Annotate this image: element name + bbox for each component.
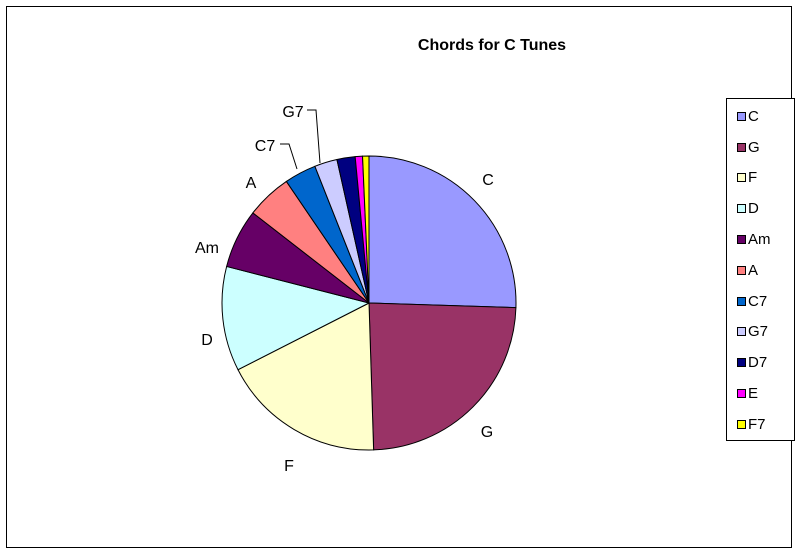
- slice-label-c: C: [482, 172, 494, 189]
- legend-label: D: [748, 200, 759, 218]
- legend-swatch: [737, 142, 746, 152]
- chart-area: Chords for C Tunes C G F D Am A C7 G7 C G F D Am A C7…: [6, 6, 795, 548]
- chart-title: Chords for C Tunes: [417, 37, 567, 54]
- leader-line-c7: [280, 143, 298, 170]
- pie-chart: C G F D Am A C7 G7: [195, 104, 517, 475]
- pie-slice-d: [221, 265, 371, 371]
- legend-item-f: F: [727, 163, 794, 194]
- legend-label: F7: [748, 415, 766, 433]
- leader-line-g7: [307, 109, 321, 164]
- legend-item-a: A: [727, 255, 794, 286]
- legend-swatch: [737, 204, 746, 214]
- legend-label: A: [748, 261, 759, 279]
- legend-label: D7: [748, 354, 768, 372]
- legend-swatch: [737, 173, 746, 183]
- slice-label-c7: C7: [255, 138, 276, 155]
- legend-label: C: [748, 107, 759, 125]
- legend-item-g: G: [727, 132, 794, 163]
- legend-label: G: [748, 138, 760, 156]
- legend-swatch: [737, 358, 746, 368]
- pie-slice-f: [237, 302, 375, 451]
- legend-swatch: [737, 111, 746, 121]
- slice-label-a: A: [246, 175, 257, 192]
- chart-legend: C G F D Am A C7 G7 D7 E F7: [726, 98, 795, 441]
- pie-slice-c: [368, 155, 517, 309]
- legend-label: F: [748, 169, 758, 187]
- slice-label-g: G: [481, 424, 493, 441]
- legend-label: G7: [748, 323, 769, 341]
- legend-item-d7: D7: [727, 347, 794, 378]
- legend-item-e: E: [727, 378, 794, 409]
- legend-swatch: [737, 389, 746, 399]
- slice-label-f: F: [284, 458, 294, 475]
- legend-item-c7: C7: [727, 286, 794, 317]
- slice-label-g7: G7: [282, 104, 303, 121]
- slice-label-am: Am: [195, 240, 219, 257]
- legend-swatch: [737, 419, 746, 429]
- legend-item-c: C: [727, 101, 794, 132]
- legend-item-d: D: [727, 193, 794, 224]
- legend-swatch: [737, 296, 746, 306]
- pie-slice-f7: [362, 155, 370, 304]
- legend-swatch: [737, 235, 746, 245]
- legend-item-g7: G7: [727, 317, 794, 348]
- legend-swatch: [737, 265, 746, 275]
- pie-slice-g: [368, 302, 517, 451]
- legend-item-f7: F7: [727, 409, 794, 440]
- legend-label: Am: [748, 231, 771, 249]
- legend-label: C7: [748, 292, 768, 310]
- legend-label: E: [748, 385, 759, 403]
- legend-swatch: [737, 327, 746, 337]
- slice-label-d: D: [201, 332, 213, 349]
- legend-item-am: Am: [727, 224, 794, 255]
